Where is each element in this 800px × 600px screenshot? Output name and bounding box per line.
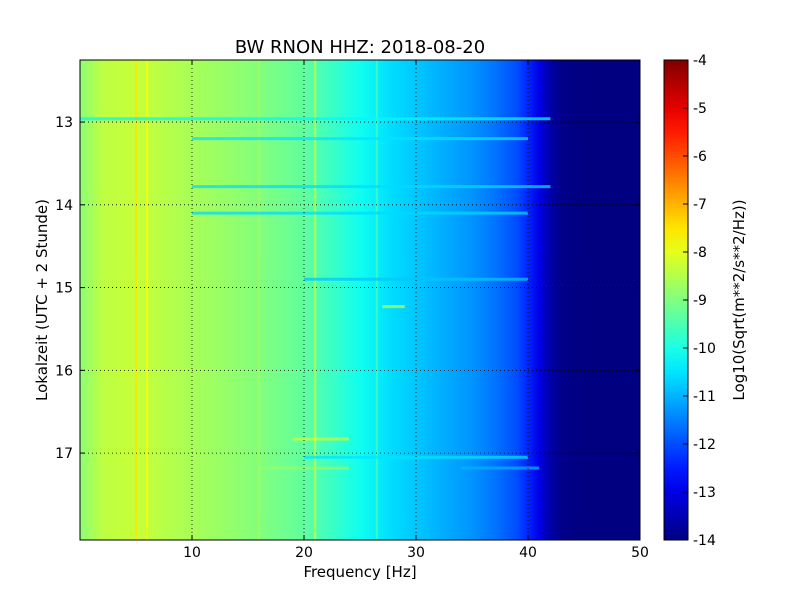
colorbar-tick-label: -12: [693, 437, 716, 453]
plot-frame: [79, 59, 641, 541]
colorbar-tick-label: -5: [693, 101, 707, 117]
colorbar-ticks: -4 -5 -6 -7 -8 -9 -10 -11 -12 -13 -14: [683, 53, 716, 549]
grid-lines: [80, 60, 640, 540]
y-tick-label: 14: [55, 198, 73, 214]
colorbar-tick-label: -10: [693, 341, 716, 357]
x-tick-label: 40: [519, 545, 537, 561]
colorbar-tick-label: -6: [693, 149, 707, 165]
x-tick-label: 50: [631, 545, 649, 561]
y-tick-label: 13: [55, 115, 73, 131]
y-tick-label: 17: [55, 446, 73, 462]
colorbar-tick-label: -11: [693, 389, 716, 405]
x-axis-label: Frequency [Hz]: [303, 563, 416, 581]
colorbar-tick-label: -13: [693, 485, 716, 501]
colorbar-tick-label: -8: [693, 245, 707, 261]
x-axis-ticks: 10 20 30 40 50: [183, 60, 649, 561]
colorbar-label: Log10(Sqrt(m**2/s**2/Hz)): [730, 199, 748, 400]
chart-title: BW RNON HHZ: 2018-08-20: [235, 37, 485, 58]
spectrogram-heatmap: [80, 60, 640, 540]
colorbar-tick-label: -9: [693, 293, 707, 309]
x-tick-label: 10: [183, 545, 201, 561]
colorbar: -4 -5 -6 -7 -8 -9 -10 -11 -12 -13 -14: [663, 53, 716, 549]
colorbar-tick-label: -4: [693, 53, 707, 69]
x-tick-label: 30: [407, 545, 425, 561]
y-axis-ticks: 13 14 15 16 17: [55, 115, 640, 462]
colorbar-tick-label: -14: [693, 533, 716, 549]
x-tick-label: 20: [295, 545, 313, 561]
y-axis-label: Lokalzeit (UTC + 2 Stunde): [33, 199, 51, 401]
y-tick-label: 15: [55, 281, 73, 297]
heatmap-base: [80, 60, 640, 540]
y-tick-label: 16: [55, 363, 73, 379]
colorbar-tick-label: -7: [693, 197, 707, 213]
